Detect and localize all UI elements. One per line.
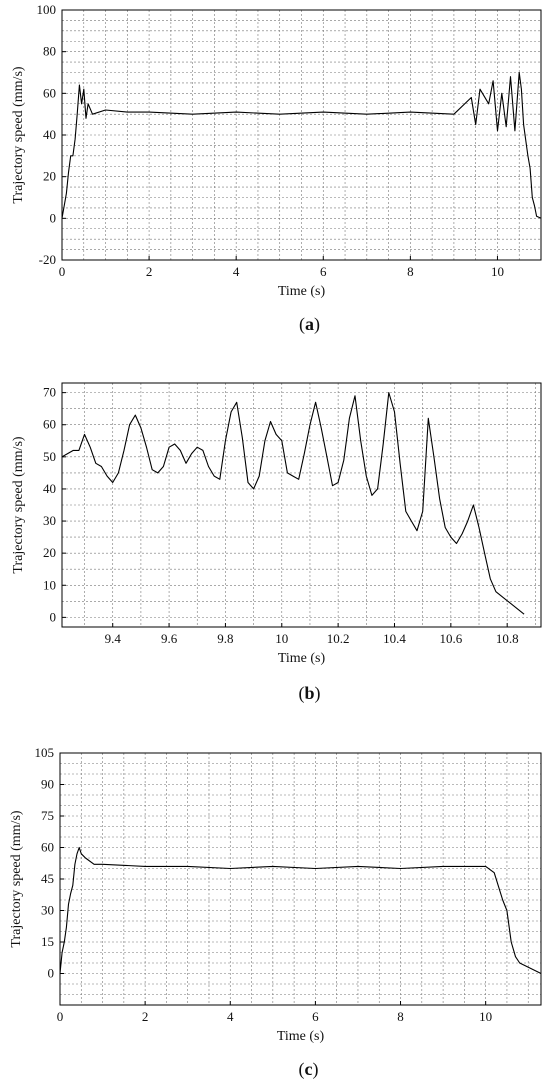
grid (60, 753, 541, 1005)
series-line-0 (61, 71, 542, 219)
y-axis-label: Trajectory speed (mm/s) (11, 66, 26, 203)
panel-label-close: ) (313, 1059, 319, 1080)
y-tick-label: 15 (41, 934, 54, 949)
y-tick-label: 45 (41, 871, 54, 886)
panel-label-open: ( (299, 1059, 305, 1080)
chart-panel-c: 0 2 4 6 8 10 0 15 30 45 60 75 90 105 Time (s) Trajector… (9, 745, 542, 1080)
y-tick-label: 70 (43, 385, 56, 400)
x-tick-label: 10.2 (327, 631, 350, 646)
y-tick-label: 20 (43, 169, 56, 184)
y-tick-label: 10 (43, 577, 56, 592)
x-tick-label: 10.6 (439, 631, 462, 646)
x-axis-label: Time (s) (278, 284, 326, 299)
y-tick-label: 60 (43, 417, 56, 432)
x-tick-label: 2 (142, 1009, 149, 1024)
panel-label: (a) (299, 314, 320, 335)
y-tick-label: 80 (43, 44, 56, 59)
x-tick-label: 10 (275, 631, 288, 646)
x-tick-label: 4 (233, 264, 240, 279)
y-tick-label: 90 (41, 777, 54, 792)
x-tick-label: 8 (397, 1009, 404, 1024)
y-tick-label: 40 (43, 127, 56, 142)
x-tick-label: 10 (491, 264, 504, 279)
x-tick-label: 10.8 (496, 631, 519, 646)
y-tick-label: 20 (43, 545, 56, 560)
y-tick-label: 30 (41, 903, 54, 918)
y-tick-label: 50 (43, 449, 56, 464)
y-tick-label: 40 (43, 481, 56, 496)
x-tick-label: 2 (146, 264, 153, 279)
y-tick-label: 60 (43, 85, 56, 100)
y-tick-label: 60 (41, 840, 54, 855)
y-tick-label: 75 (41, 808, 54, 823)
x-tick-label: 6 (312, 1009, 319, 1024)
x-tick-label: 8 (407, 264, 414, 279)
panel-label-close: ) (314, 314, 320, 335)
grid (62, 383, 541, 627)
panel-label: (c) (299, 1059, 319, 1080)
grid (62, 10, 541, 260)
y-tick-label: 100 (37, 2, 57, 17)
y-axis-label: Trajectory speed (mm/s) (9, 810, 24, 947)
y-tick-label: 0 (50, 609, 57, 624)
x-tick-label: 0 (59, 264, 66, 279)
y-tick-label: 0 (48, 966, 55, 981)
x-tick-label: 9.8 (217, 631, 233, 646)
panel-label-open: ( (298, 683, 304, 704)
panel-label: (b) (298, 683, 320, 704)
panel-label-open: ( (299, 314, 305, 335)
x-tick-label: 0 (57, 1009, 64, 1024)
panel-label-letter: a (305, 314, 314, 334)
y-tick-label: 0 (50, 210, 57, 225)
x-tick-label: 10.4 (383, 631, 406, 646)
panel-label-close: ) (315, 683, 321, 704)
y-tick-label: 105 (35, 745, 55, 760)
panel-label-letter: b (304, 683, 314, 703)
x-tick-label: 10 (479, 1009, 492, 1024)
x-tick-label: 9.6 (161, 631, 178, 646)
x-tick-label: 9.4 (105, 631, 122, 646)
x-axis-label: Time (s) (277, 1029, 325, 1044)
series-line-0 (59, 846, 542, 974)
series-line-0 (61, 392, 525, 615)
x-tick-label: 4 (227, 1009, 234, 1024)
x-axis-label: Time (s) (278, 651, 326, 666)
y-axis-label: Trajectory speed (mm/s) (11, 436, 26, 573)
y-tick-label: -20 (39, 252, 56, 267)
y-tick-label: 30 (43, 513, 56, 528)
x-tick-label: 6 (320, 264, 327, 279)
chart-panel-b: 9.4 9.6 9.8 10 10.2 10.4 10.6 10.8 0 10 20 30 40 50 60… (11, 382, 542, 704)
panel-label-letter: c (305, 1059, 313, 1079)
plot-frame (61, 382, 542, 628)
